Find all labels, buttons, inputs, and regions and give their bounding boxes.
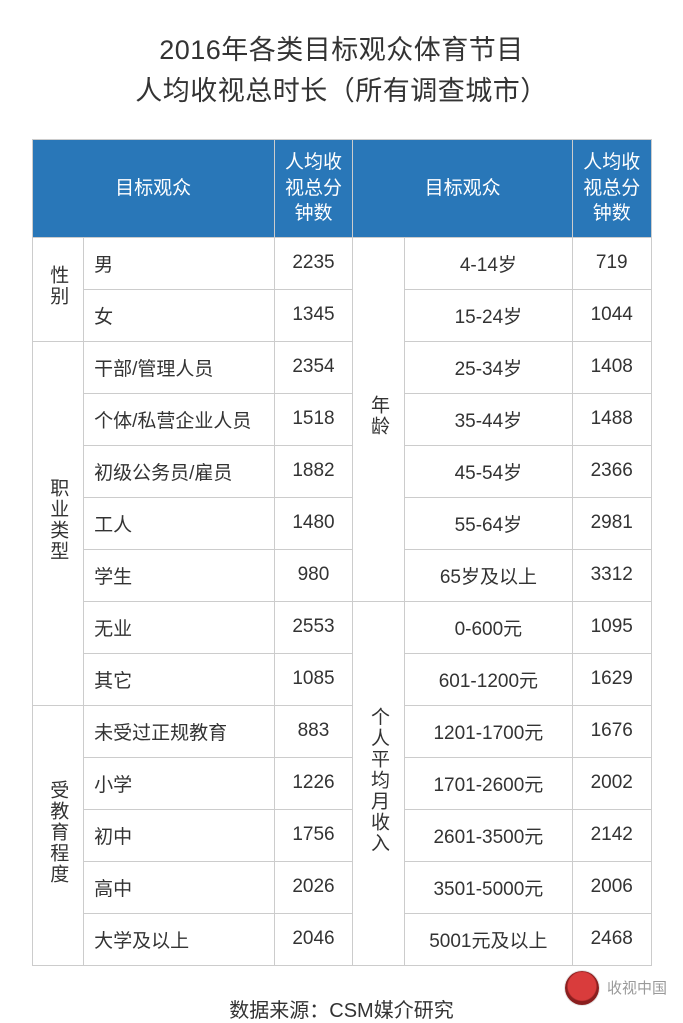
row-value: 2002 bbox=[572, 757, 651, 809]
row-label: 1701-2600元 bbox=[404, 757, 572, 809]
th-right-minutes: 人均收视总分钟数 bbox=[572, 140, 651, 238]
row-label: 45-54岁 bbox=[404, 445, 572, 497]
row-value: 1676 bbox=[572, 705, 651, 757]
row-value: 980 bbox=[274, 549, 352, 601]
category-cell: 职业类型 bbox=[32, 341, 84, 705]
th-left-audience: 目标观众 bbox=[32, 140, 274, 238]
footer: 收视中国 bbox=[565, 971, 667, 1005]
row-label: 初中 bbox=[84, 809, 275, 861]
row-label: 1201-1700元 bbox=[404, 705, 572, 757]
row-value: 1518 bbox=[274, 393, 352, 445]
table-row: 初中1756 2601-3500元2142 bbox=[32, 809, 651, 861]
category-label: 性别 bbox=[44, 265, 71, 307]
category-label: 年龄 bbox=[365, 395, 392, 437]
row-value: 1480 bbox=[274, 497, 352, 549]
th-right-audience: 目标观众 bbox=[353, 140, 573, 238]
row-label: 601-1200元 bbox=[404, 653, 572, 705]
row-value: 2142 bbox=[572, 809, 651, 861]
row-label: 35-44岁 bbox=[404, 393, 572, 445]
table-row: 个体/私营企业人员1518 35-44岁1488 bbox=[32, 393, 651, 445]
row-value: 2046 bbox=[274, 913, 352, 965]
th-left-minutes: 人均收视总分钟数 bbox=[274, 140, 352, 238]
row-value: 1882 bbox=[274, 445, 352, 497]
table-row: 女1345 15-24岁1044 bbox=[32, 289, 651, 341]
table-row: 性别男2235年龄4-14岁719 bbox=[32, 237, 651, 289]
category-label: 个人平均月收入 bbox=[365, 707, 392, 854]
row-label: 5001元及以上 bbox=[404, 913, 572, 965]
row-label: 其它 bbox=[84, 653, 275, 705]
row-label: 4-14岁 bbox=[404, 237, 572, 289]
row-label: 无业 bbox=[84, 601, 275, 653]
row-value: 1345 bbox=[274, 289, 352, 341]
row-value: 2235 bbox=[274, 237, 352, 289]
table-row: 职业类型干部/管理人员235425-34岁1408 bbox=[32, 341, 651, 393]
row-value: 2553 bbox=[274, 601, 352, 653]
row-value: 2006 bbox=[572, 861, 651, 913]
page-title: 2016年各类目标观众体育节目 人均收视总时长（所有调查城市） bbox=[0, 30, 683, 111]
row-value: 1085 bbox=[274, 653, 352, 705]
page: 2016年各类目标观众体育节目 人均收视总时长（所有调查城市） 目标观众 人均收… bbox=[0, 0, 683, 1023]
category-label: 职业类型 bbox=[44, 478, 71, 562]
row-value: 1488 bbox=[572, 393, 651, 445]
table-body: 性别男2235年龄4-14岁719女134515-24岁1044职业类型干部/管… bbox=[32, 237, 651, 965]
row-label: 55-64岁 bbox=[404, 497, 572, 549]
row-value: 2468 bbox=[572, 913, 651, 965]
row-value: 883 bbox=[274, 705, 352, 757]
category-cell: 年龄 bbox=[353, 237, 405, 601]
row-value: 3312 bbox=[572, 549, 651, 601]
row-value: 1095 bbox=[572, 601, 651, 653]
row-label: 15-24岁 bbox=[404, 289, 572, 341]
table-row: 初级公务员/雇员1882 45-54岁2366 bbox=[32, 445, 651, 497]
row-value: 1756 bbox=[274, 809, 352, 861]
row-label: 2601-3500元 bbox=[404, 809, 572, 861]
row-value: 2354 bbox=[274, 341, 352, 393]
row-value: 1044 bbox=[572, 289, 651, 341]
category-label: 受教育程度 bbox=[44, 780, 71, 885]
table-row: 大学及以上2046 5001元及以上2468 bbox=[32, 913, 651, 965]
row-label: 初级公务员/雇员 bbox=[84, 445, 275, 497]
publisher-avatar-icon bbox=[565, 971, 599, 1005]
row-label: 学生 bbox=[84, 549, 275, 601]
row-value: 1408 bbox=[572, 341, 651, 393]
row-value: 719 bbox=[572, 237, 651, 289]
table-row: 工人1480 55-64岁2981 bbox=[32, 497, 651, 549]
category-cell: 个人平均月收入 bbox=[353, 601, 405, 965]
row-label: 25-34岁 bbox=[404, 341, 572, 393]
row-label: 3501-5000元 bbox=[404, 861, 572, 913]
table-row: 无业2553个人平均月收入0-600元1095 bbox=[32, 601, 651, 653]
title-line-1: 2016年各类目标观众体育节目 bbox=[159, 35, 524, 65]
row-value: 2026 bbox=[274, 861, 352, 913]
table-row: 学生980 65岁及以上3312 bbox=[32, 549, 651, 601]
data-table: 目标观众 人均收视总分钟数 目标观众 人均收视总分钟数 性别男2235年龄4-1… bbox=[32, 139, 652, 966]
title-line-2: 人均收视总时长（所有调查城市） bbox=[135, 76, 548, 106]
category-cell: 受教育程度 bbox=[32, 705, 84, 965]
row-value: 2366 bbox=[572, 445, 651, 497]
row-value: 1629 bbox=[572, 653, 651, 705]
row-label: 高中 bbox=[84, 861, 275, 913]
table-header-row: 目标观众 人均收视总分钟数 目标观众 人均收视总分钟数 bbox=[32, 140, 651, 238]
row-label: 65岁及以上 bbox=[404, 549, 572, 601]
row-label: 大学及以上 bbox=[84, 913, 275, 965]
table-row: 小学1226 1701-2600元2002 bbox=[32, 757, 651, 809]
row-label: 干部/管理人员 bbox=[84, 341, 275, 393]
row-label: 0-600元 bbox=[404, 601, 572, 653]
table-row: 其它1085 601-1200元1629 bbox=[32, 653, 651, 705]
row-label: 女 bbox=[84, 289, 275, 341]
table-row: 高中2026 3501-5000元2006 bbox=[32, 861, 651, 913]
row-label: 未受过正规教育 bbox=[84, 705, 275, 757]
row-label: 个体/私营企业人员 bbox=[84, 393, 275, 445]
table-row: 受教育程度未受过正规教育8831201-1700元1676 bbox=[32, 705, 651, 757]
category-cell: 性别 bbox=[32, 237, 84, 341]
row-value: 1226 bbox=[274, 757, 352, 809]
row-label: 男 bbox=[84, 237, 275, 289]
publisher-name: 收视中国 bbox=[607, 977, 667, 998]
row-label: 小学 bbox=[84, 757, 275, 809]
row-value: 2981 bbox=[572, 497, 651, 549]
row-label: 工人 bbox=[84, 497, 275, 549]
